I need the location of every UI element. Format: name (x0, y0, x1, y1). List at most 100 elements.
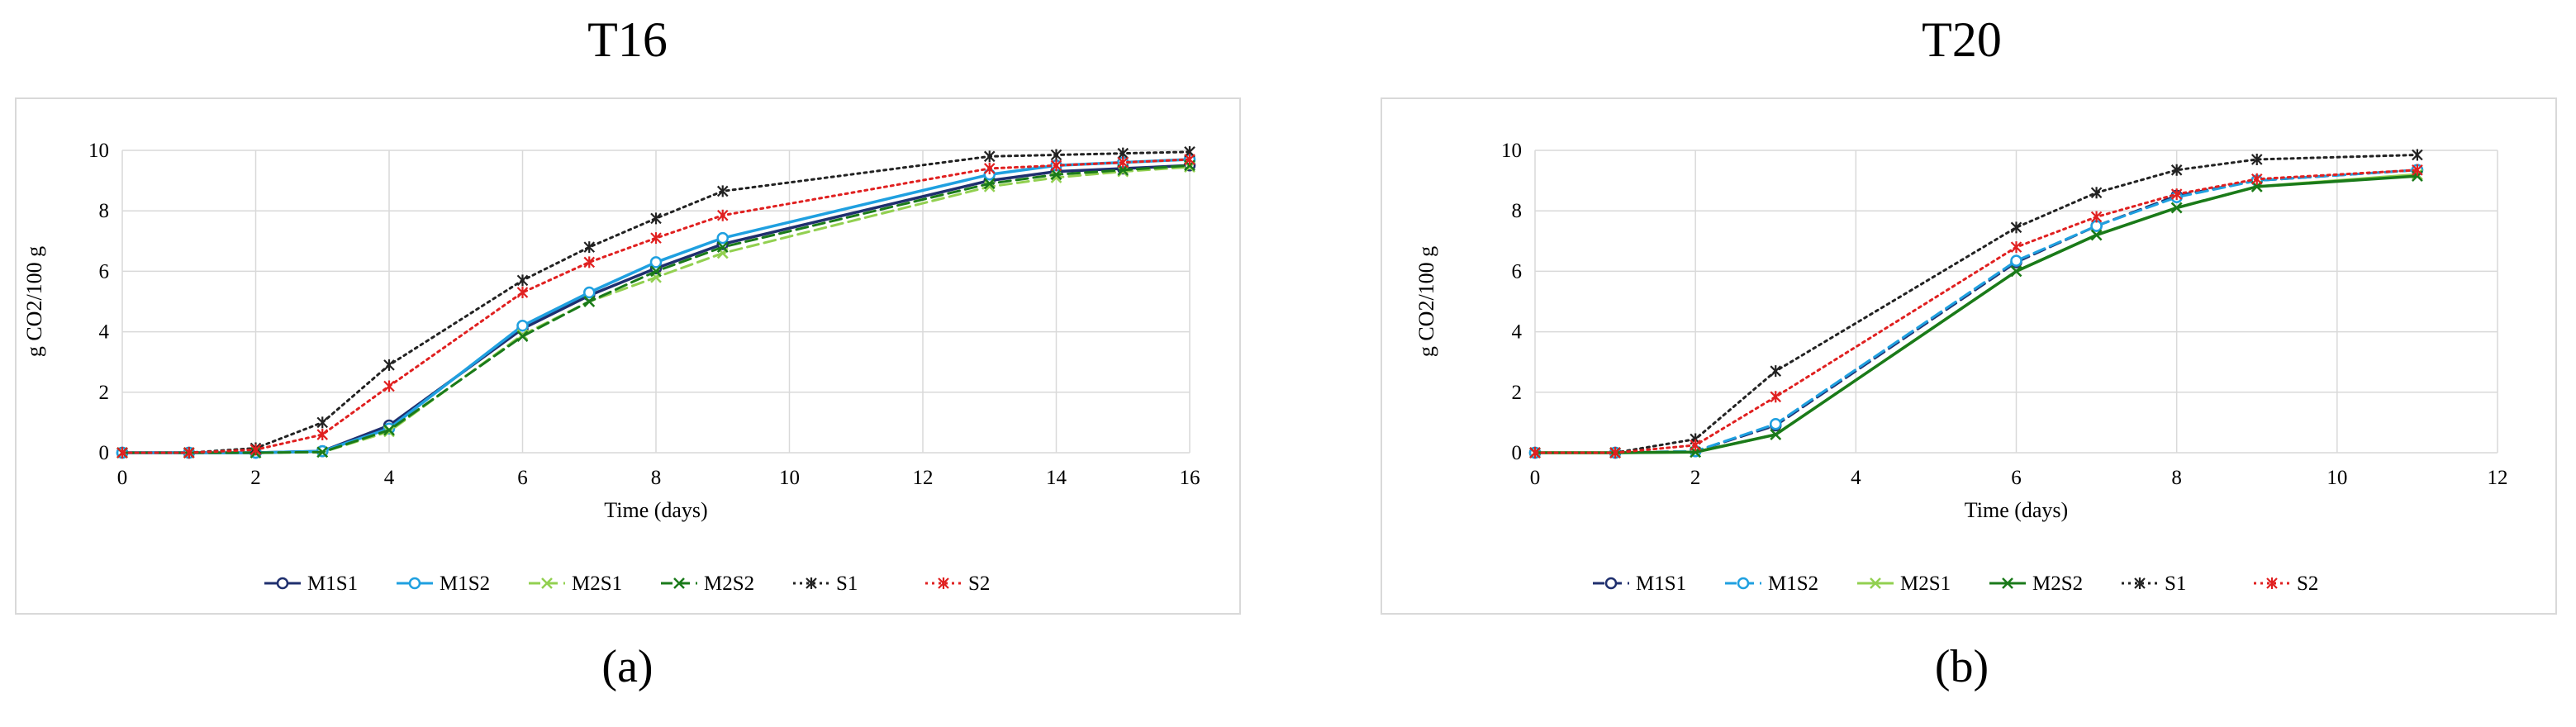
y-tick-label: 0 (99, 442, 110, 464)
series-line (1533, 174, 2419, 454)
x-tick-label: 10 (779, 467, 800, 489)
data-point (2090, 211, 2103, 223)
y-tick-label: 6 (99, 260, 110, 283)
x-tick-label: 6 (2011, 467, 2022, 489)
chart-title: T16 (587, 12, 668, 67)
data-point (583, 241, 596, 254)
series-line (1533, 169, 2419, 454)
series-m1s2 (1528, 164, 2424, 459)
legend-label: M2S2 (2032, 573, 2083, 595)
series-line (1533, 169, 2419, 454)
x-axis-title: Time (days) (1965, 498, 2068, 522)
data-point (650, 265, 662, 278)
data-point (2412, 149, 2423, 161)
legend-item: S1 (793, 573, 858, 595)
legend-marker (938, 577, 949, 589)
chart-panel-t20: T20 0 2 4 6 8 10 0 2 4 6 8 10 12 Time (days) g CO2/100… (1288, 0, 2576, 727)
legend-item: M1S2 (397, 573, 490, 595)
data-point (716, 231, 729, 245)
data-point (316, 446, 329, 459)
panel-label: (a) (601, 641, 654, 692)
legend-label: M1S2 (1768, 573, 1818, 595)
legend-item: S2 (925, 573, 990, 595)
chart-svg: 0 2 4 6 8 10 0 2 4 6 8 10 12 14 16 Time (days) g CO2/100… (22, 140, 1200, 595)
grid (1534, 150, 2498, 454)
data-point (716, 185, 729, 197)
data-point (983, 162, 996, 174)
data-point (383, 380, 395, 392)
data-point (1529, 447, 1541, 459)
x-tick-label: 12 (2488, 467, 2508, 489)
data-point (516, 329, 529, 341)
data-point (116, 447, 128, 459)
data-point (516, 274, 529, 287)
legend-label: S1 (2165, 573, 2186, 595)
data-point (2170, 164, 2183, 176)
legend-item: M1S2 (1725, 573, 1818, 595)
y-tick-label: 2 (99, 382, 110, 404)
legend-marker (1870, 577, 1881, 589)
series-m1s1 (1528, 164, 2424, 459)
legend-label: M1S1 (1636, 573, 1686, 595)
legend-label: M2S1 (1900, 573, 1951, 595)
chart-frame: 0 2 4 6 8 10 0 2 4 6 8 10 12 Time (days) g CO2/100 g M1… (1381, 97, 2557, 615)
legend-marker (1604, 577, 1618, 590)
y-tick-label: 4 (1512, 321, 1523, 344)
legend-marker (1737, 577, 1750, 590)
data-point (1690, 439, 1701, 451)
data-point (2170, 188, 2183, 201)
data-point (1184, 153, 1195, 165)
data-point (716, 241, 729, 254)
x-tick-label: 8 (2171, 467, 2182, 489)
legend-label: S1 (836, 573, 858, 595)
data-point (1770, 391, 1782, 403)
chart-panel-t16: T16 0 2 4 6 8 10 0 2 4 6 8 10 12 14 16 Time (days) g CO2… (15, 12, 1241, 692)
legend-marker (2002, 577, 2013, 589)
x-tick-label: 2 (250, 467, 261, 489)
chart-svg: 0 2 4 6 8 10 0 2 4 6 8 10 12 Time (days) g CO2/100 g M1… (1414, 140, 2508, 595)
data-point (583, 256, 596, 268)
x-tick-label: 0 (1530, 467, 1541, 489)
y-axis-title: g CO2/100 g (22, 246, 46, 357)
legend-marker (541, 577, 553, 589)
y-tick-label: 0 (1512, 442, 1523, 464)
data-point (516, 330, 529, 342)
legend-item: M1S1 (264, 573, 358, 595)
data-point (383, 359, 395, 371)
data-point (1770, 417, 1782, 430)
series-line (1533, 173, 2419, 454)
data-point (2250, 173, 2263, 185)
x-tick-label: 12 (913, 467, 934, 489)
x-tick-label: 8 (651, 467, 662, 489)
legend-item: M2S1 (529, 573, 622, 595)
y-tick-label: 10 (1501, 140, 1522, 162)
data-point (2250, 153, 2263, 165)
data-point (716, 209, 729, 221)
data-point (1050, 169, 1062, 181)
data-point (583, 286, 596, 299)
legend-item: M2S1 (1857, 573, 1951, 595)
data-point (1609, 447, 1621, 459)
legend-label: S2 (2297, 573, 2318, 595)
x-tick-label: 16 (1180, 467, 1200, 489)
series-m2s2 (1529, 170, 2423, 459)
legend-marker (408, 577, 421, 590)
data-point (983, 178, 996, 190)
x-tick-label: 6 (517, 467, 528, 489)
legend-marker (673, 577, 685, 589)
y-tick-label: 8 (1512, 200, 1523, 222)
legend-marker (806, 577, 817, 589)
data-point (1117, 165, 1129, 178)
legend-label: M2S2 (704, 573, 754, 595)
series-s2 (1529, 164, 2423, 459)
data-point (1050, 149, 1062, 161)
legend-label: S2 (968, 573, 990, 595)
y-tick-label: 2 (1512, 382, 1523, 404)
legend-label: M1S1 (307, 573, 358, 595)
chart-title: T20 (1922, 12, 2002, 67)
x-tick-label: 10 (2326, 467, 2347, 489)
data-point (2090, 187, 2103, 199)
series-m2s1 (1529, 169, 2423, 459)
data-point (183, 447, 195, 459)
y-tick-label: 8 (99, 200, 110, 222)
